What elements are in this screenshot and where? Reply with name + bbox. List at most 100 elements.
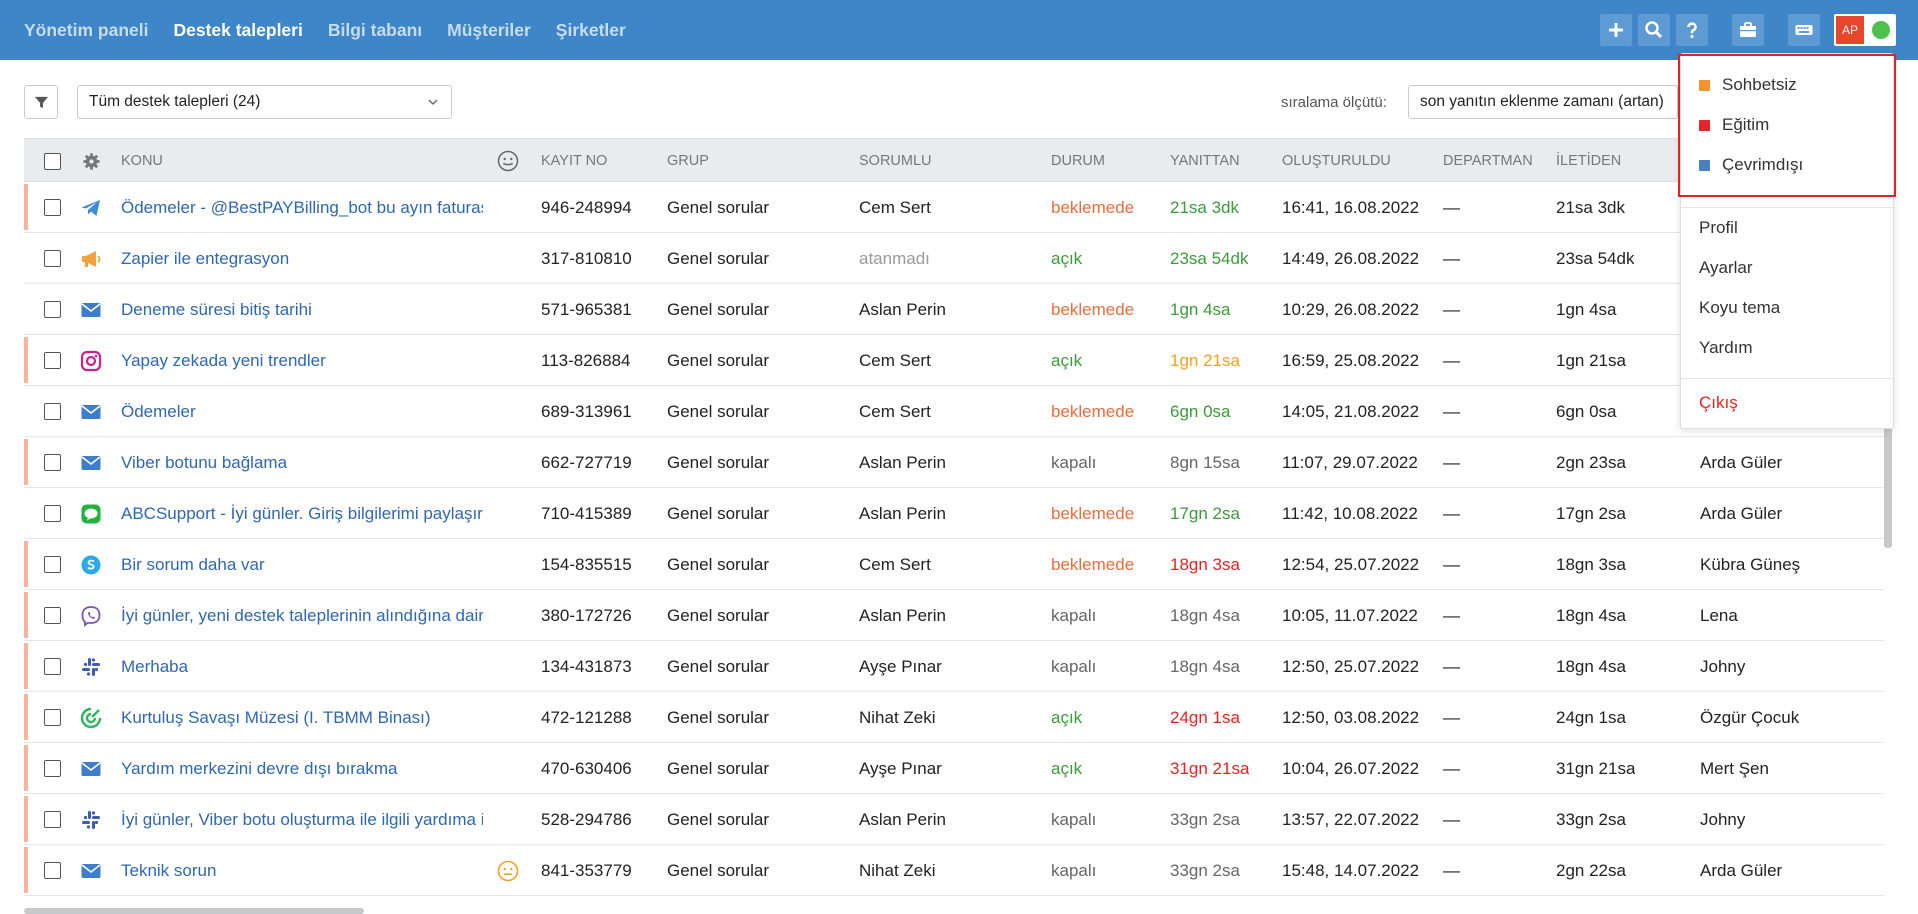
- ticket-subject-link[interactable]: Deneme süresi bitiş tarihi: [121, 299, 312, 319]
- ticket-subject-link[interactable]: Bir sorum daha var: [121, 554, 265, 574]
- ticket-subject-link[interactable]: ABCSupport - İyi günler. Giriş bilgileri…: [121, 503, 483, 523]
- table-row[interactable]: Ödemeler 689-313961 Genel sorular Cem Sert b…: [24, 386, 1884, 437]
- row-checkbox[interactable]: [44, 641, 61, 692]
- ticket-id: 317-810810: [541, 248, 632, 268]
- ticket-filter-select[interactable]: Tüm destek talepleri (24): [77, 85, 452, 119]
- header-group[interactable]: GRUP: [667, 153, 709, 169]
- ticket-id: 472-121288: [541, 707, 632, 727]
- table-row[interactable]: Zapier ile entegrasyon 317-810810 Genel so…: [24, 233, 1884, 284]
- plus-icon[interactable]: [1600, 14, 1632, 46]
- department: —: [1443, 299, 1460, 319]
- table-row[interactable]: Bir sorum daha var 154-835515 Genel sorula…: [24, 539, 1884, 590]
- ticket-subject-link[interactable]: Merhaba: [121, 656, 189, 676]
- row-checkbox[interactable]: [44, 845, 61, 896]
- row-checkbox[interactable]: [44, 488, 61, 539]
- header-id[interactable]: KAYIT NO: [541, 153, 608, 169]
- nav-item[interactable]: Yönetim paneli: [24, 19, 149, 40]
- header-subject[interactable]: KONU: [121, 153, 163, 169]
- table-row[interactable]: ABCSupport - İyi günler. Giriş bilgileri…: [24, 488, 1884, 539]
- row-checkbox[interactable]: [44, 233, 61, 284]
- filter-icon[interactable]: [24, 85, 58, 119]
- header-department[interactable]: DEPARTMAN: [1443, 153, 1533, 169]
- table-row[interactable]: Viber botunu bağlama 662-727719 Genel soru…: [24, 437, 1884, 488]
- table-row[interactable]: Deneme süresi bitiş tarihi 571-965381 Gene…: [24, 284, 1884, 335]
- from-time: 23sa 54dk: [1556, 248, 1635, 268]
- table-row[interactable]: Yapay zekada yeni trendler 113-826884 Gene…: [24, 335, 1884, 386]
- header-created[interactable]: OLUŞTURULDU: [1282, 153, 1391, 169]
- row-checkbox[interactable]: [44, 590, 61, 641]
- row-checkbox[interactable]: [44, 335, 61, 386]
- ticket-subject-link[interactable]: Kurtuluş Savaşı Müzesi (I. TBMM Binası): [121, 707, 431, 727]
- user-menu-toggle[interactable]: AP: [1834, 14, 1896, 46]
- table-row[interactable]: Teknik sorun 841-353779 Genel sorular Nihat…: [24, 845, 1884, 896]
- header-replied[interactable]: YANITTAN: [1170, 153, 1240, 169]
- row-checkbox[interactable]: [44, 539, 61, 590]
- status-option-training[interactable]: Eğitim: [1699, 115, 1769, 135]
- ticket-subject-link[interactable]: Zapier ile entegrasyon: [121, 248, 290, 268]
- customer-name: Özgür Çocuk: [1700, 707, 1800, 727]
- slack-icon: [80, 641, 102, 692]
- menu-item-settings[interactable]: Ayarlar: [1699, 258, 1753, 277]
- ticket-assignee: Aslan Perin: [859, 809, 946, 829]
- menu-item-help[interactable]: Yardım: [1699, 338, 1753, 357]
- menu-item-logout[interactable]: Çıkış: [1699, 393, 1738, 412]
- status-option-label: Sohbetsiz: [1722, 75, 1797, 94]
- from-time: 6gn 0sa: [1556, 401, 1617, 421]
- status-badge: açık: [1051, 248, 1083, 268]
- row-checkbox[interactable]: [44, 284, 61, 335]
- horizontal-scrollbar[interactable]: [24, 908, 364, 914]
- status-option-offline[interactable]: Çevrimdışı: [1699, 155, 1803, 175]
- nav-item[interactable]: Müşteriler: [447, 19, 531, 40]
- nav-item[interactable]: Destek talepleri: [173, 19, 303, 40]
- table-row[interactable]: İyi günler, Viber botu oluşturma ile ilg…: [24, 794, 1884, 845]
- from-time: 33gn 2sa: [1556, 809, 1626, 829]
- select-all-checkbox[interactable]: [44, 139, 61, 183]
- nav-item[interactable]: Şirketler: [555, 19, 626, 40]
- ticket-subject-link[interactable]: İyi günler, yeni destek taleplerinin alı…: [121, 605, 483, 625]
- from-time: 1gn 4sa: [1556, 299, 1617, 319]
- row-checkbox[interactable]: [44, 182, 61, 233]
- status-option-no-chat[interactable]: Sohbetsiz: [1699, 75, 1797, 95]
- unread-indicator: [24, 847, 28, 893]
- ticket-assignee: Aslan Perin: [859, 452, 946, 472]
- ticket-subject-link[interactable]: Ödemeler: [121, 401, 196, 421]
- avatar[interactable]: AP: [1836, 16, 1864, 44]
- status-badge: beklemede: [1051, 401, 1135, 421]
- ticket-id: 710-415389: [541, 503, 632, 523]
- menu-item-profile[interactable]: Profil: [1699, 218, 1738, 237]
- department: —: [1443, 809, 1460, 829]
- table-row[interactable]: Merhaba 134-431873 Genel sorular Ayşe Pınar…: [24, 641, 1884, 692]
- status-badge: açık: [1051, 350, 1083, 370]
- nav-item[interactable]: Bilgi tabanı: [327, 19, 423, 40]
- customer-name: Johny: [1700, 809, 1746, 829]
- ticket-subject-link[interactable]: Ödemeler - @BestPAYBilling_bot bu ayın f…: [121, 197, 483, 217]
- help-icon[interactable]: [1676, 14, 1708, 46]
- sort-select[interactable]: son yanıtın eklenme zamanı (artan): [1408, 85, 1678, 119]
- table-row[interactable]: Kurtuluş Savaşı Müzesi (I. TBMM Binası) 4…: [24, 692, 1884, 743]
- briefcase-icon[interactable]: [1732, 14, 1764, 46]
- ticket-subject-link[interactable]: Viber botunu bağlama: [121, 452, 288, 472]
- keyboard-icon[interactable]: [1788, 14, 1820, 46]
- header-from[interactable]: İLETİDEN: [1556, 153, 1622, 169]
- customer-name: Arda Güler: [1700, 860, 1783, 880]
- row-checkbox[interactable]: [44, 386, 61, 437]
- table-row[interactable]: Ödemeler - @BestPAYBilling_bot bu ayın f…: [24, 182, 1884, 233]
- row-checkbox[interactable]: [44, 437, 61, 488]
- header-status[interactable]: DURUM: [1051, 153, 1105, 169]
- ticket-subject-link[interactable]: İyi günler, Viber botu oluşturma ile ilg…: [121, 809, 483, 829]
- row-checkbox[interactable]: [44, 692, 61, 743]
- ticket-group: Genel sorular: [667, 197, 770, 217]
- row-checkbox[interactable]: [44, 794, 61, 845]
- row-checkbox[interactable]: [44, 743, 61, 794]
- table-row[interactable]: Yardım merkezini devre dışı bırakma 470-6…: [24, 743, 1884, 794]
- ticket-subject-link[interactable]: Yapay zekada yeni trendler: [121, 350, 326, 370]
- top-actions: AP: [1594, 14, 1896, 46]
- created-date: 10:29, 26.08.2022: [1282, 299, 1420, 319]
- ticket-subject-link[interactable]: Teknik sorun: [121, 860, 217, 880]
- search-icon[interactable]: [1638, 14, 1670, 46]
- ticket-subject-link[interactable]: Yardım merkezini devre dışı bırakma: [121, 758, 398, 778]
- header-assignee[interactable]: SORUMLU: [859, 153, 932, 169]
- gear-icon[interactable]: [82, 139, 101, 183]
- table-row[interactable]: İyi günler, yeni destek taleplerinin alı…: [24, 590, 1884, 641]
- menu-item-dark-theme[interactable]: Koyu tema: [1699, 298, 1781, 317]
